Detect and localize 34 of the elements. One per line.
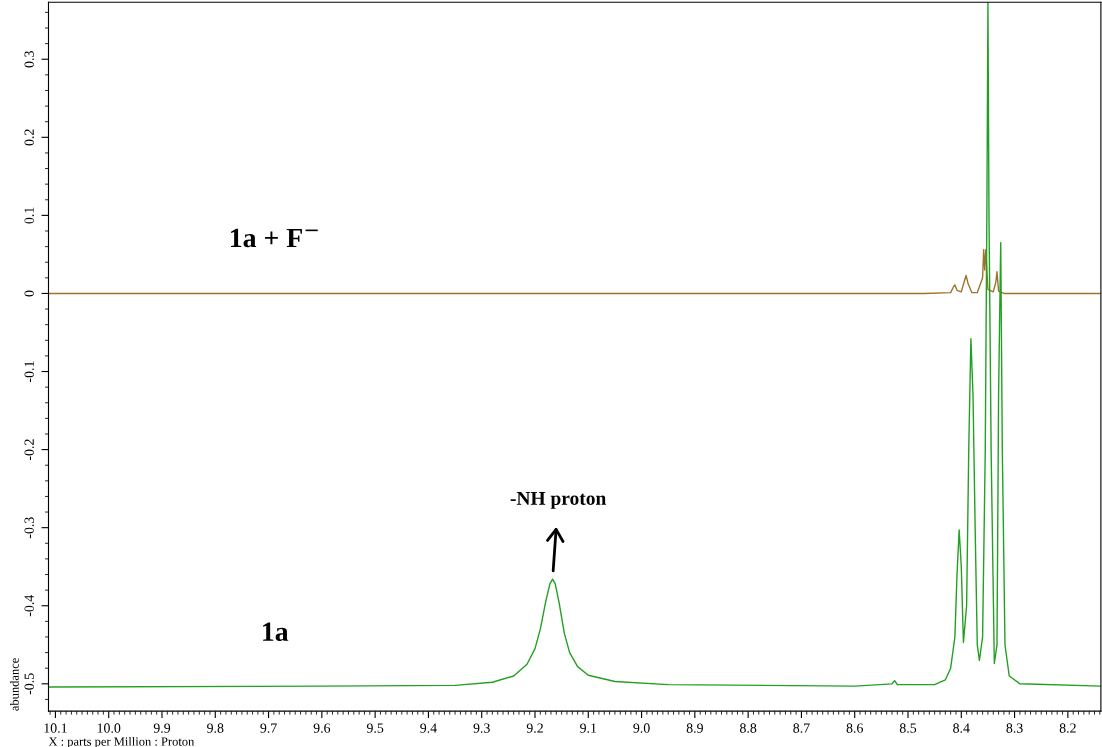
y-tick-label: 0.3 <box>24 51 34 68</box>
x-tick-label: 8.5 <box>899 723 917 733</box>
y-axis-title: abundance <box>9 658 19 711</box>
y-tick-label: -0.4 <box>24 594 34 617</box>
x-tick-label: 9.7 <box>260 723 277 733</box>
y-tick-label: 0.2 <box>24 129 34 146</box>
x-tick-label: 8.2 <box>1059 723 1076 733</box>
y-tick-label: 0.1 <box>24 207 34 224</box>
x-tick-label: 9.4 <box>420 723 437 733</box>
annotation: -NH proton <box>510 491 607 509</box>
x-tick-label: 9.8 <box>207 723 224 733</box>
x-tick-label: 8.6 <box>846 723 863 733</box>
y-tick-label: -0.3 <box>24 517 34 539</box>
series-label: 1a <box>263 622 289 642</box>
y-tick-label: 0 <box>24 290 34 297</box>
x-tick-label: 9.0 <box>633 723 650 733</box>
x-tick-label: 9.2 <box>526 723 543 733</box>
y-tick-label: -0.1 <box>24 361 34 382</box>
y-tick-label: -0.5 <box>24 673 34 695</box>
x-tick-label: 8.9 <box>686 723 703 733</box>
x-tick-label: 8.7 <box>793 723 810 733</box>
x-tick-label: 10.1 <box>44 723 67 733</box>
x-tick-label: 10.0 <box>97 723 121 733</box>
x-tick-label: 9.1 <box>580 723 597 733</box>
x-tick-label: 8.8 <box>739 723 757 733</box>
x-tick-label: 9.5 <box>366 723 384 733</box>
line-series <box>48 249 1101 295</box>
x-tick-label: 8.3 <box>1006 723 1023 733</box>
x-tick-label: 9.3 <box>473 723 490 733</box>
x-tick-label: 9.9 <box>153 723 171 733</box>
x-tick-label: 9.6 <box>313 723 331 733</box>
series-label: 1a + F$^{−}$ <box>231 228 318 248</box>
x-tick-label: 8.4 <box>953 723 970 733</box>
y-tick-label: -0.2 <box>24 439 34 461</box>
